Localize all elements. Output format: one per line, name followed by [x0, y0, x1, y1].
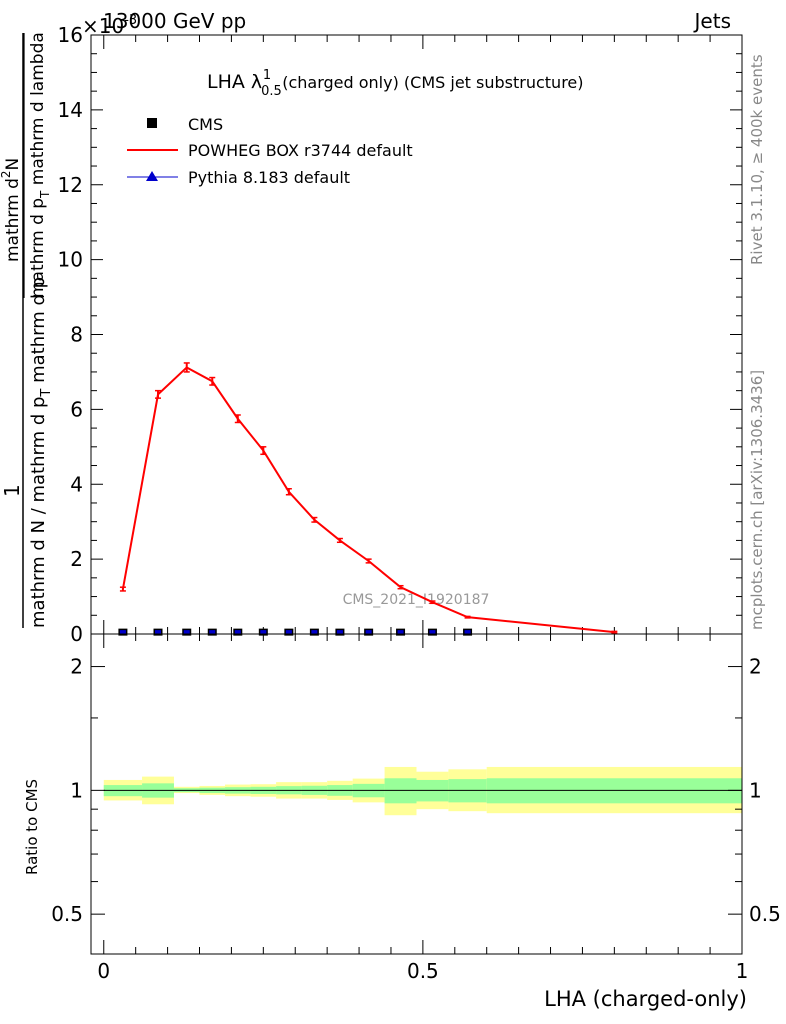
powheg-line: [121, 366, 615, 634]
ratio-y-tick-label-right: 0.5: [749, 902, 781, 926]
main-y-tick-label: 6: [70, 397, 83, 421]
main-y-tick-label: 16: [58, 23, 83, 47]
exponent-label: ×10-3: [82, 13, 137, 38]
main-y-tick-label: 4: [70, 472, 83, 496]
main-y-tick-label: 2: [70, 547, 83, 571]
pythia-data-point: [285, 630, 292, 634]
pythia-data-point: [365, 630, 372, 634]
ylabel-den2-sub: T: [38, 190, 52, 199]
main-y-ticks: 0 2 4 6 8 10 12 14 16: [58, 23, 742, 646]
title-sup: 1: [263, 68, 271, 83]
legend-cms-marker: [147, 118, 157, 128]
ylabel-numerator: mathrm d2N: [0, 158, 23, 262]
pythia-data-point: [183, 630, 190, 634]
pythia-data-point: [464, 630, 471, 634]
x-axis-label: LHA (charged-only): [544, 987, 747, 1011]
main-y-tick-label: 10: [58, 248, 83, 272]
main-y-tick-label: 0: [70, 622, 83, 646]
title-sub: 0.5: [261, 84, 282, 99]
pythia-data-point: [155, 630, 162, 634]
ratio-x-ticks: 0 0.5 1: [97, 634, 748, 983]
ylabel-num-end: N: [3, 158, 23, 171]
ylabel-num-sup: 2: [0, 170, 13, 178]
ratio-ylabel: Ratio to CMS: [23, 779, 41, 875]
exponent-power: -3: [124, 13, 137, 28]
legend-pythia-label: Pythia 8.183 default: [188, 168, 350, 187]
plot-title: LHA λ0.51 (charged only) (CMS jet substr…: [207, 68, 584, 99]
ratio-frame: [90, 633, 743, 955]
legend: CMS POWHEG BOX r3744 default Pythia 8.18…: [127, 115, 413, 187]
ratio-bands: [103, 766, 742, 816]
legend-cms-label: CMS: [188, 115, 223, 134]
main-y-tick-label: 12: [58, 173, 83, 197]
main-y-tick-label: 8: [70, 323, 83, 347]
watermark: CMS_2021_I1920187: [343, 592, 490, 608]
ylabel-den-right: mathrm d p: [28, 277, 49, 389]
pythia-data-point: [429, 630, 436, 634]
y-axis-label: 1 mathrm d N / mathrm d pT mathrm d p ma…: [0, 32, 54, 628]
ratio-y-ticks: 0.5 0.5 1 1 2 2: [51, 655, 781, 927]
process-label: Jets: [693, 9, 731, 33]
ylabel-inner-denominator: mathrm d pT mathrm d lambda: [28, 32, 52, 298]
ylabel-outer-denominator: mathrm d N / mathrm d pT mathrm d p: [28, 277, 54, 628]
legend-powheg-label: POWHEG BOX r3744 default: [188, 141, 413, 160]
title-suffix: (charged only) (CMS jet substructure): [277, 73, 583, 92]
ratio-y-tick-label: 2: [70, 655, 83, 679]
ratio-y-tick-label: 1: [70, 778, 83, 802]
pythia-data-point: [234, 630, 241, 634]
ratio-y-tick-label: 0.5: [51, 902, 83, 926]
legend-pythia-marker: [146, 171, 158, 181]
ylabel-den-sub: T: [39, 389, 54, 398]
main-series: [118, 362, 618, 636]
mcplots-label: mcplots.cern.ch [arXiv:1306.3436]: [748, 370, 766, 630]
ylabel-den2-end: mathrm d lambda: [28, 32, 48, 190]
ratio-y-tick-label-right: 1: [749, 778, 762, 802]
pythia-data-point: [336, 630, 343, 634]
x-tick-label: 0: [97, 959, 110, 983]
pythia-data-point: [209, 630, 216, 634]
rivet-label: Rivet 3.1.10, ≥ 400k events: [748, 54, 766, 265]
pythia-data-point: [311, 630, 318, 634]
ratio-y-tick-label-right: 2: [749, 655, 762, 679]
pythia-data-point: [119, 630, 126, 634]
x-tick-label: 0.5: [407, 959, 439, 983]
main-x-ticks: [103, 35, 743, 634]
pythia-data-point: [397, 630, 404, 634]
ylabel-one: 1: [0, 484, 24, 497]
energy-label: 13000 GeV pp: [103, 9, 246, 33]
pythia-data-point: [260, 630, 267, 634]
ratio-panel: 0.5 0.51 12 2 0 0.5 1 Ratio to CMS LHA (charg…: [23, 633, 781, 1011]
main-y-tick-label: 14: [58, 98, 83, 122]
x-tick-label: 1: [736, 959, 749, 983]
